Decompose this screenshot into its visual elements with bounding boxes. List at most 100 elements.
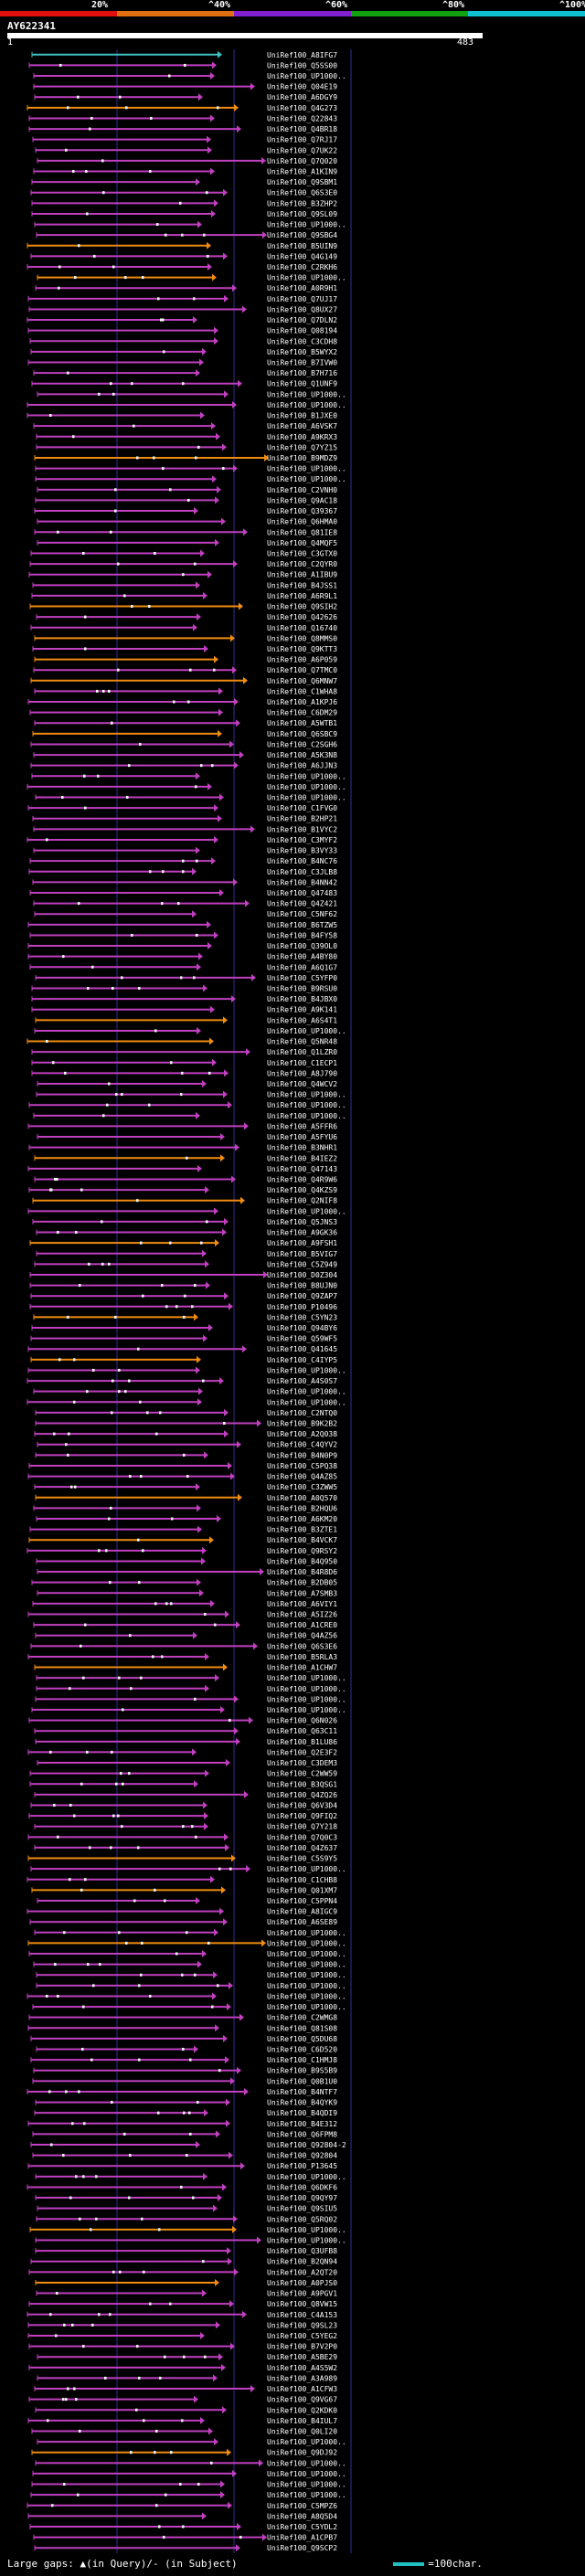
hit-label[interactable]: UniRef100_Q9DJ92 (267, 2449, 337, 2457)
hit-label[interactable]: UniRef100_Q92804 (267, 2152, 337, 2160)
hit-label[interactable]: UniRef100_A8Q5D4 (267, 2512, 337, 2520)
hit-label[interactable]: UniRef100_Q5SS00 (267, 61, 337, 69)
hit-label[interactable]: UniRef100_Q04E19 (267, 83, 337, 91)
hit-label[interactable]: UniRef100_B4IUL7 (267, 2417, 337, 2425)
hit-label[interactable]: UniRef100_Q4R9W6 (267, 1175, 337, 1183)
hit-label[interactable]: UniRef100_A9FSH1 (267, 1239, 337, 1247)
hit-label[interactable]: UniRef100_A2Q038 (267, 1430, 337, 1438)
hit-label[interactable]: UniRef100_A8J790 (267, 1069, 337, 1077)
hit-label[interactable]: UniRef100_UP1000.. (267, 1685, 346, 1693)
hit-label[interactable]: UniRef100_Q47483 (267, 889, 337, 897)
hit-label[interactable]: UniRef100_UP1000.. (267, 2459, 346, 2467)
hit-label[interactable]: UniRef100_A5FFR6 (267, 1122, 337, 1130)
hit-label[interactable]: UniRef100_A7SMB3 (267, 1589, 337, 1597)
hit-label[interactable]: UniRef100_A4S0S7 (267, 1377, 337, 1385)
hit-label[interactable]: UniRef100_UP1000.. (267, 1091, 346, 1099)
hit-label[interactable]: UniRef100_Q6SBC9 (267, 730, 337, 738)
hit-label[interactable]: UniRef100_UP1000.. (267, 1398, 346, 1406)
hit-label[interactable]: UniRef100_C3CDH8 (267, 337, 337, 345)
hit-label[interactable]: UniRef100_UP1000.. (267, 2003, 346, 2011)
hit-label[interactable]: UniRef100_Q7Q020 (267, 157, 337, 165)
hit-label[interactable]: UniRef100_C1HMJ8 (267, 2056, 337, 2064)
hit-label[interactable]: UniRef100_C5S9Y5 (267, 1855, 337, 1863)
hit-label[interactable]: UniRef100_A9KRX3 (267, 433, 337, 441)
hit-label[interactable]: UniRef100_Q7Q0C3 (267, 1833, 337, 1841)
hit-label[interactable]: UniRef100_Q6V3D4 (267, 1801, 337, 1809)
hit-label[interactable]: UniRef100_C3GTX0 (267, 549, 337, 557)
hit-label[interactable]: UniRef100_Q9SL09 (267, 210, 337, 218)
hit-label[interactable]: UniRef100_C2WW59 (267, 1770, 337, 1778)
hit-label[interactable]: UniRef100_B4N0P9 (267, 1451, 337, 1459)
hit-label[interactable]: UniRef100_Q41645 (267, 1345, 337, 1353)
hit-label[interactable]: UniRef100_A6VIY1 (267, 1600, 337, 1608)
hit-label[interactable]: UniRef100_C2RKH6 (267, 263, 337, 271)
hit-label[interactable]: UniRef100_A5K3N8 (267, 751, 337, 759)
hit-label[interactable]: UniRef100_Q7RJ17 (267, 136, 337, 144)
hit-label[interactable]: UniRef100_A6JJN3 (267, 762, 337, 770)
hit-label[interactable]: UniRef100_A8IGC9 (267, 1908, 337, 1916)
hit-label[interactable]: UniRef100_UP1000.. (267, 1027, 346, 1035)
hit-label[interactable]: UniRef100_B6TZW5 (267, 921, 337, 929)
hit-label[interactable]: UniRef100_Q6MNW7 (267, 677, 337, 685)
hit-label[interactable]: UniRef100_Q16740 (267, 624, 337, 632)
hit-label[interactable]: UniRef100_A6Q1G7 (267, 963, 337, 971)
hit-label[interactable]: UniRef100_A9GK36 (267, 1229, 337, 1237)
hit-label[interactable]: UniRef100_A2QT20 (267, 2268, 337, 2276)
hit-label[interactable]: UniRef100_B4JBX0 (267, 995, 337, 1003)
hit-label[interactable]: UniRef100_C2VNH0 (267, 486, 337, 494)
hit-label[interactable]: UniRef100_C2NTQ0 (267, 1409, 337, 1417)
hit-label[interactable]: UniRef100_A5WTB1 (267, 719, 337, 727)
hit-label[interactable]: UniRef100_C5YEG2 (267, 2332, 337, 2340)
hit-label[interactable]: UniRef100_C5YFP0 (267, 974, 337, 982)
hit-label[interactable]: UniRef100_B7V2P0 (267, 2343, 337, 2351)
hit-label[interactable]: UniRef100_B2DB05 (267, 1579, 337, 1587)
hit-label[interactable]: UniRef100_C5YN23 (267, 1313, 337, 1321)
hit-label[interactable]: UniRef100_A0PJS0 (267, 2279, 337, 2287)
hit-label[interactable]: UniRef100_Q2NIF8 (267, 1197, 337, 1205)
hit-label[interactable]: UniRef100_Q6HMA0 (267, 518, 337, 526)
hit-label[interactable]: UniRef100_Q01XM7 (267, 1886, 337, 1894)
hit-label[interactable]: UniRef100_C6D520 (267, 2046, 337, 2054)
hit-label[interactable]: UniRef100_Q9SL23 (267, 2321, 337, 2329)
hit-label[interactable]: UniRef100_UP1000.. (267, 1939, 346, 1947)
hit-label[interactable]: UniRef100_UP1000.. (267, 1929, 346, 1937)
hit-label[interactable]: UniRef100_B4IEZ2 (267, 1154, 337, 1162)
hit-label[interactable]: UniRef100_B3ZTE1 (267, 1526, 337, 1534)
hit-label[interactable]: UniRef100_C5Z949 (267, 1260, 337, 1268)
hit-label[interactable]: UniRef100_Q0B1U0 (267, 2077, 337, 2085)
hit-label[interactable]: UniRef100_Q39OL0 (267, 942, 337, 950)
hit-label[interactable]: UniRef100_Q9SIH2 (267, 603, 337, 611)
hit-label[interactable]: UniRef100_UP1000.. (267, 794, 346, 802)
hit-label[interactable]: UniRef100_B1VYC2 (267, 825, 337, 833)
hit-label[interactable]: UniRef100_Q63C11 (267, 1727, 337, 1735)
hit-label[interactable]: UniRef100_UP1000.. (267, 274, 346, 282)
hit-label[interactable]: UniRef100_UP1000.. (267, 1674, 346, 1682)
hit-label[interactable]: UniRef100_Q94BY6 (267, 1324, 337, 1332)
hit-label[interactable]: UniRef100_B4QYK9 (267, 2099, 337, 2107)
hit-label[interactable]: UniRef100_A5FYU6 (267, 1133, 337, 1141)
hit-label[interactable]: UniRef100_B9K2B2 (267, 1420, 337, 1428)
hit-label[interactable]: UniRef100_A6S4T1 (267, 1016, 337, 1024)
hit-label[interactable]: UniRef100_A6KM20 (267, 1515, 337, 1523)
hit-label[interactable]: UniRef100_Q4BR18 (267, 125, 337, 133)
hit-label[interactable]: UniRef100_B4NC76 (267, 857, 337, 865)
hit-label[interactable]: UniRef100_B4Q950 (267, 1557, 337, 1565)
hit-label[interactable]: UniRef100_Q81S08 (267, 2024, 337, 2032)
hit-label[interactable]: UniRef100_UP1000.. (267, 1366, 346, 1374)
hit-label[interactable]: UniRef100_A1IBU9 (267, 571, 337, 579)
hit-label[interactable]: UniRef100_UP1000.. (267, 1695, 346, 1703)
hit-label[interactable]: UniRef100_A8IFG7 (267, 51, 337, 59)
hit-label[interactable]: UniRef100_B5WYX2 (267, 348, 337, 356)
hit-label[interactable]: UniRef100_UP1000.. (267, 783, 346, 791)
hit-label[interactable]: UniRef100_UP1000.. (267, 2438, 346, 2446)
hit-label[interactable]: UniRef100_B3NHR1 (267, 1144, 337, 1152)
hit-label[interactable]: UniRef100_B9RSU0 (267, 985, 337, 993)
hit-label[interactable]: UniRef100_B9MDZ9 (267, 454, 337, 462)
hit-label[interactable]: UniRef100_C5PPN4 (267, 1897, 337, 1905)
hit-label[interactable]: UniRef100_B2QN94 (267, 2258, 337, 2266)
hit-label[interactable]: UniRef100_A6SE89 (267, 1918, 337, 1926)
hit-label[interactable]: UniRef100_B3QSG1 (267, 1780, 337, 1788)
hit-label[interactable]: UniRef100_P10496 (267, 1303, 337, 1311)
hit-label[interactable]: UniRef100_C4IYP5 (267, 1356, 337, 1364)
hit-label[interactable]: UniRef100_UP1000.. (267, 1865, 346, 1873)
